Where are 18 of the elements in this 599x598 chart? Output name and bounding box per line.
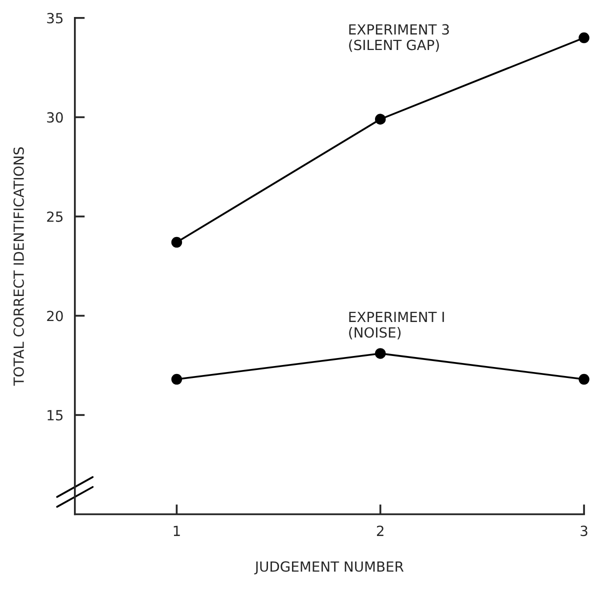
text: EXPERIMENT 3 (SILENT GAP) — [349, 24, 449, 52]
y-tick-label: 20 — [47, 310, 63, 322]
y-tick-label: 25 — [47, 211, 63, 222]
point — [374, 348, 386, 359]
x-tick-label: 1 — [174, 526, 180, 536]
point — [171, 374, 182, 385]
series-label: EXPERIMENT I (NOISE) — [349, 312, 444, 340]
x-tick-label: 2 — [376, 526, 384, 536]
x-tick-label: 3 — [580, 526, 588, 536]
y-tick-label: 15 — [48, 410, 63, 420]
point — [171, 236, 182, 248]
point — [578, 32, 590, 44]
y-tick-label: 30 — [47, 112, 63, 123]
point — [374, 114, 386, 125]
x-axis-title: JUDGEMENT NUMBER — [254, 561, 404, 574]
y-axis-title: TOTAL CORRECT IDENTIFICATIONS — [13, 147, 24, 386]
y-tick-label: 35 — [47, 12, 63, 24]
point — [578, 374, 590, 385]
